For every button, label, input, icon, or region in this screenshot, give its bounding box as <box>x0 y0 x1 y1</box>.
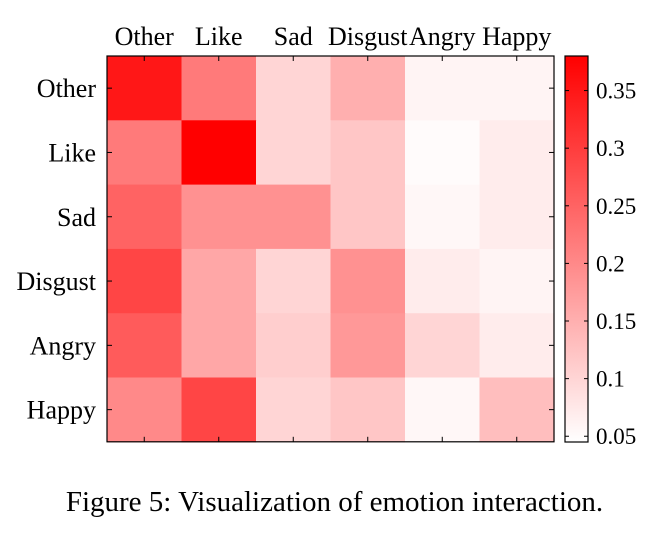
x-label-angry: Angry <box>409 22 475 51</box>
heatmap-cell-sad-like <box>181 184 257 250</box>
heatmap-cell-angry-disgust <box>330 313 406 379</box>
colorbar-gradient <box>564 55 589 443</box>
heatmap-cell-sad-happy <box>479 184 555 250</box>
heatmap-cell-happy-disgust <box>330 377 406 443</box>
heatmap-cell-like-other <box>107 120 183 186</box>
heatmap-cell-other-happy <box>479 56 555 121</box>
heatmap-cell-disgust-sad <box>256 248 332 314</box>
x-label-happy: Happy <box>482 22 551 51</box>
y-label-other: Other <box>37 74 97 103</box>
heatmap-cell-like-disgust <box>330 120 406 186</box>
x-label-like: Like <box>195 22 243 51</box>
heatmap-cell-disgust-happy <box>479 248 555 314</box>
plot-border <box>106 55 555 443</box>
colorbar: 0.05 0.1 0.15 0.2 0.25 0.3 0.35 <box>564 55 636 449</box>
y-label-disgust: Disgust <box>17 267 97 296</box>
heatmap-cell-disgust-like <box>181 248 257 314</box>
heatmap-cell-angry-happy <box>479 313 555 379</box>
colorbar-tick-label: 0.2 <box>596 251 625 276</box>
x-label-sad: Sad <box>274 22 313 51</box>
colorbar-tick-label: 0.15 <box>596 309 636 334</box>
colorbar-tick-label: 0.1 <box>596 367 625 392</box>
x-label-other: Other <box>115 22 175 51</box>
heatmap-cells <box>107 56 555 443</box>
heatmap-cell-happy-happy <box>479 377 555 443</box>
heatmap-cell-happy-other <box>107 377 183 443</box>
plot-frame <box>106 55 555 443</box>
y-label-angry: Angry <box>30 331 96 360</box>
heatmap-cell-other-sad <box>256 56 332 121</box>
x-label-disgust: Disgust <box>328 22 408 51</box>
colorbar-tick-label: 0.25 <box>596 194 636 219</box>
colorbar-tick-label: 0.05 <box>596 424 636 449</box>
heatmap-cell-like-happy <box>479 120 555 186</box>
heatmap-cell-like-sad <box>256 120 332 186</box>
heatmap-cell-happy-like <box>181 377 257 443</box>
y-label-happy: Happy <box>27 396 96 425</box>
emotion-heatmap-chart: Other Like Sad Disgust Angry Happy OtherLikeS… <box>17 22 637 449</box>
heatmap-cell-disgust-disgust <box>330 248 406 314</box>
heatmap-cell-like-angry <box>405 120 481 186</box>
heatmap-cell-sad-disgust <box>330 184 406 250</box>
heatmap-cell-disgust-angry <box>405 248 481 314</box>
heatmap-cell-sad-angry <box>405 184 481 250</box>
heatmap-cell-other-like <box>181 56 257 121</box>
heatmap-cell-other-disgust <box>330 56 406 121</box>
heatmap-cell-other-other <box>107 56 183 121</box>
x-axis-labels: Other Like Sad Disgust Angry Happy <box>115 22 552 51</box>
heatmap-cell-angry-other <box>107 313 183 379</box>
y-axis-labels: Other Like Sad Disgust Angry Happy <box>17 74 97 425</box>
colorbar-tick-label: 0.3 <box>596 136 625 161</box>
heatmap-cell-sad-sad <box>256 184 332 250</box>
heatmap-cell-happy-angry <box>405 377 481 443</box>
heatmap-cell-sad-other <box>107 184 183 250</box>
heatmap-cell-angry-sad <box>256 313 332 379</box>
heatmap-cell-other-angry <box>405 56 481 121</box>
heatmap-cell-like-like <box>181 120 257 186</box>
heatmap-cell-happy-sad <box>256 377 332 443</box>
y-label-sad: Sad <box>57 203 96 232</box>
heatmap-cell-angry-angry <box>405 313 481 379</box>
heatmap-cell-disgust-other <box>107 248 183 314</box>
y-label-like: Like <box>48 138 96 167</box>
heatmap-cell-angry-like <box>181 313 257 379</box>
figure-caption: Figure 5: Visualization of emotion inter… <box>65 486 604 518</box>
colorbar-tick-label: 0.35 <box>596 79 636 104</box>
